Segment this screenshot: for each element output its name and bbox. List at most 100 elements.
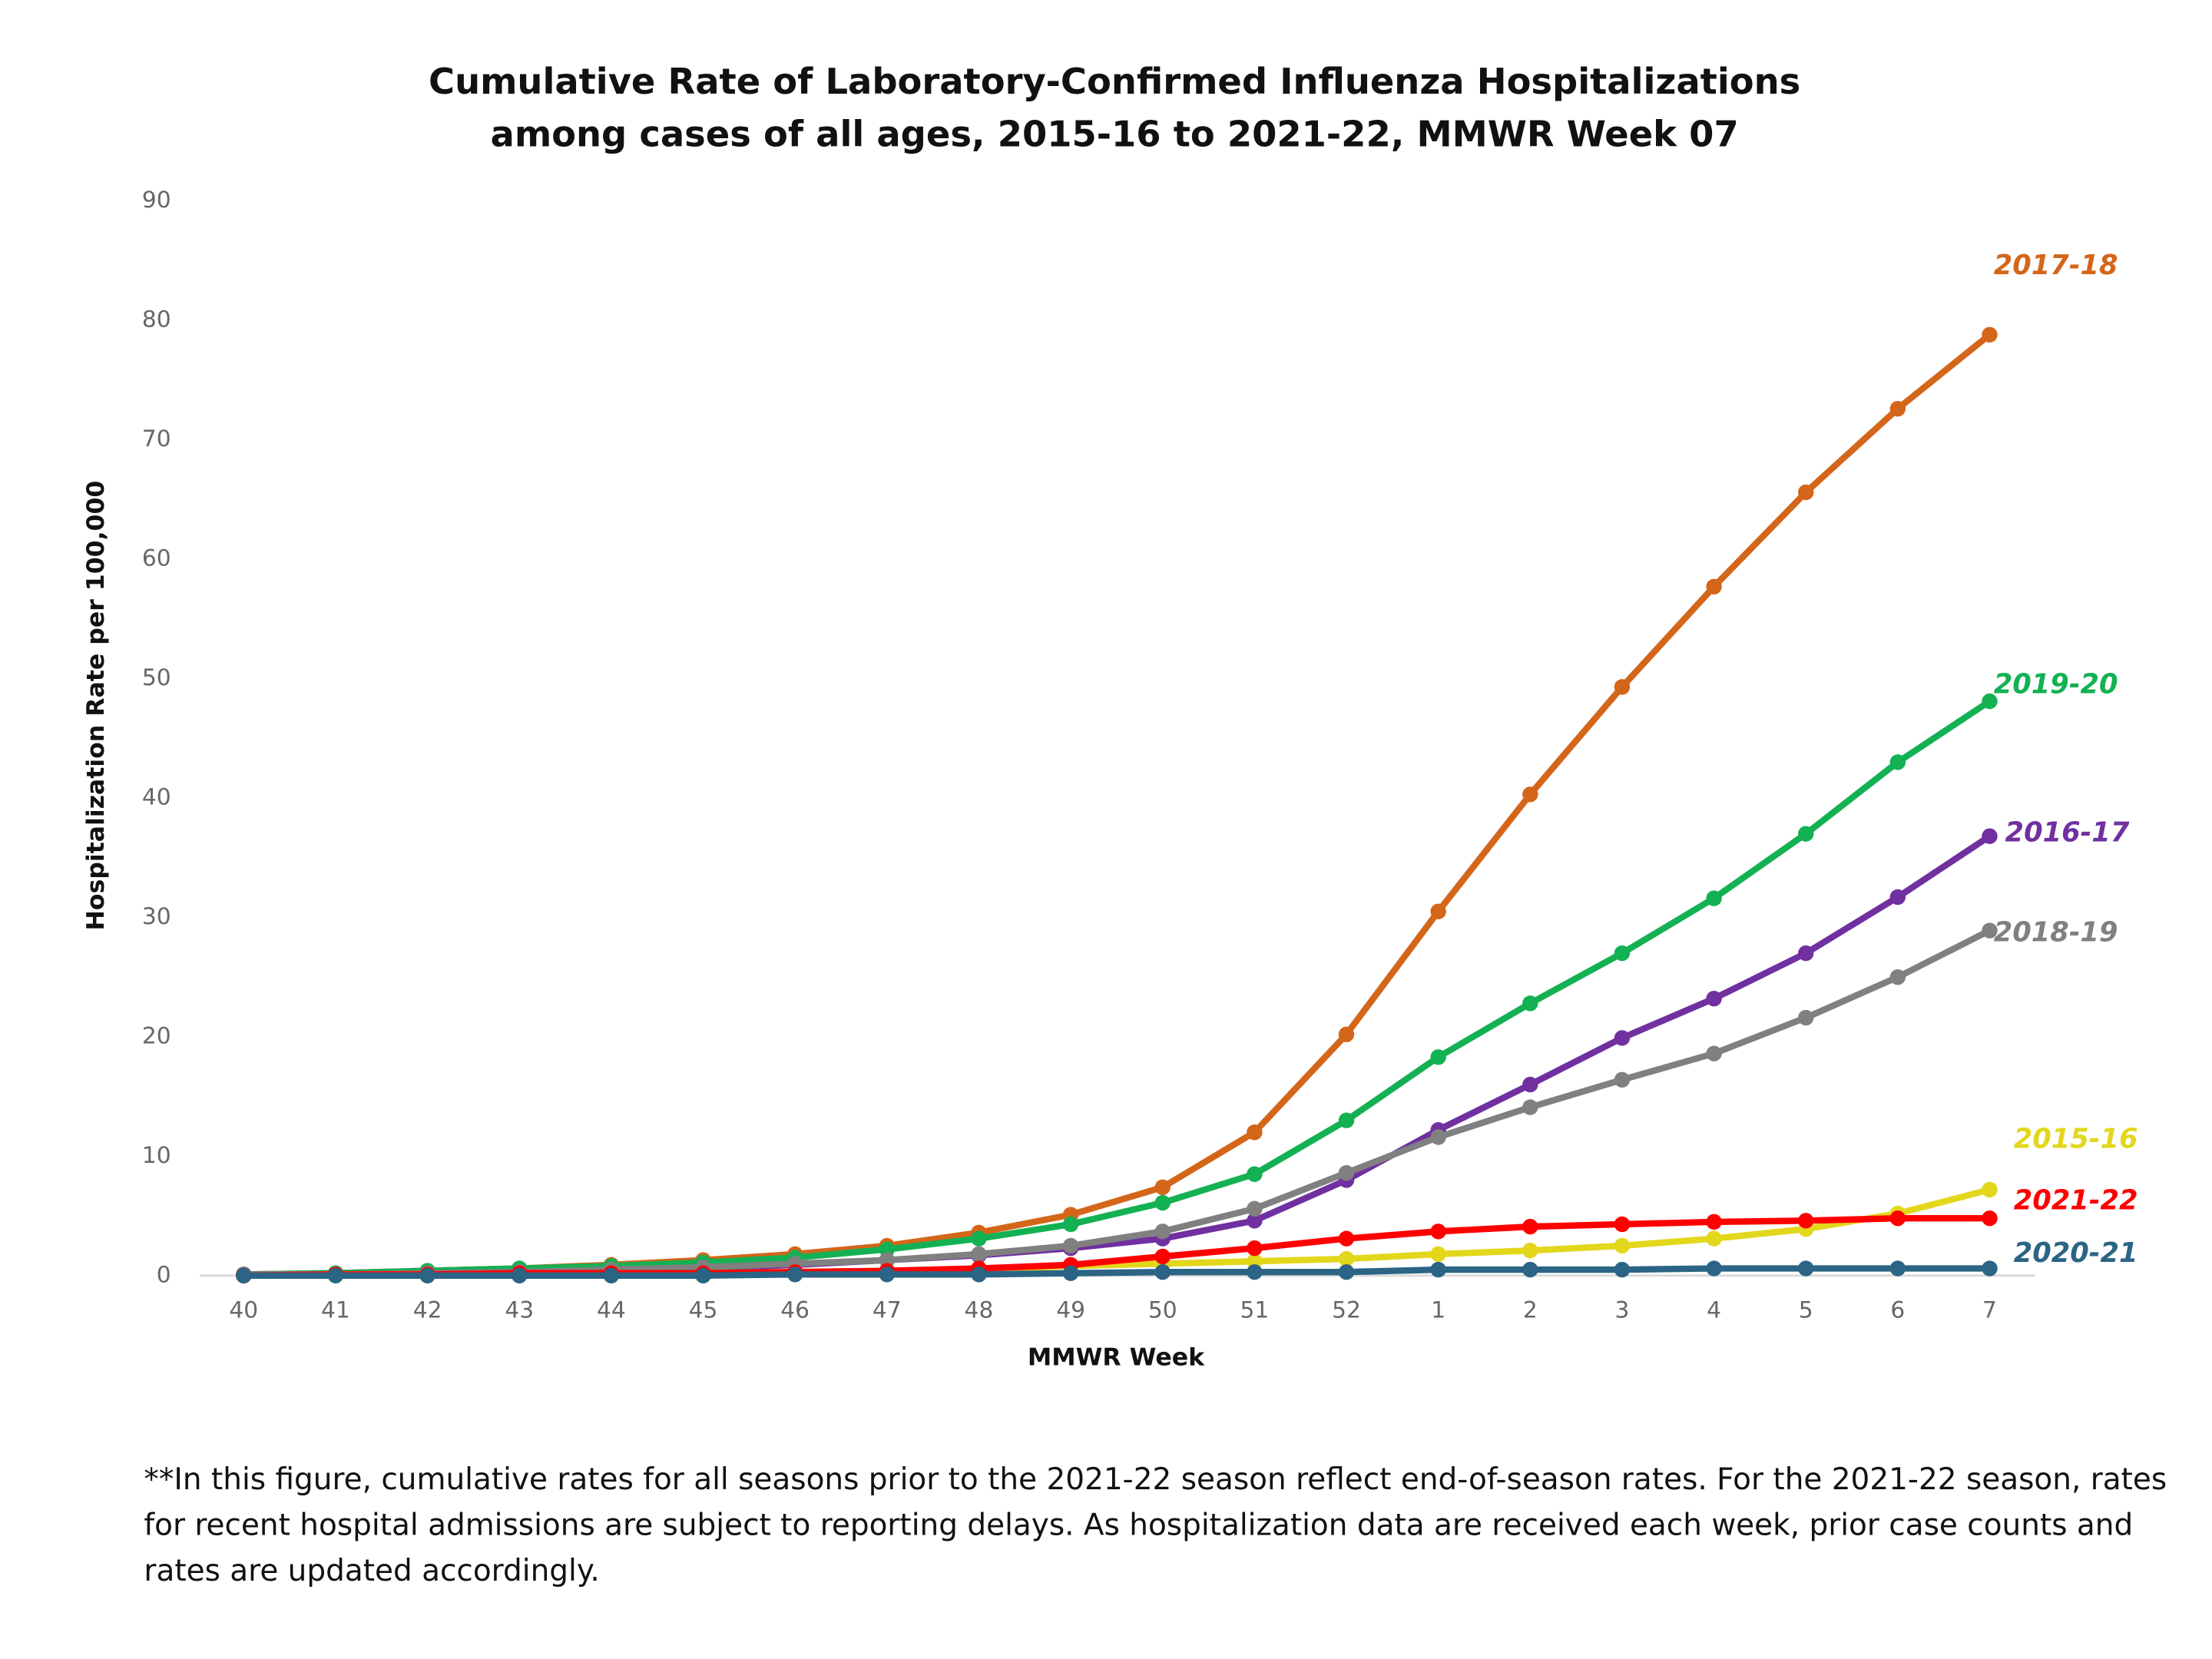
data-point <box>1522 995 1538 1012</box>
data-point <box>1706 890 1722 906</box>
data-point <box>971 1246 987 1263</box>
data-point <box>1522 1242 1538 1259</box>
data-point <box>879 1241 896 1257</box>
footnote-box: **In this figure, cumulative rates for a… <box>144 1462 2167 1588</box>
data-point <box>1430 1129 1446 1145</box>
data-point <box>879 1267 896 1283</box>
data-point <box>1338 1250 1355 1267</box>
data-point <box>1338 1026 1355 1042</box>
data-point <box>1154 1224 1171 1240</box>
data-point <box>1247 1124 1263 1141</box>
data-point <box>971 1230 987 1247</box>
x-tick-label: 7 <box>1982 1297 1997 1324</box>
x-tick-label: 47 <box>873 1297 902 1324</box>
series-label: 2019-20 <box>1994 669 2118 700</box>
data-point <box>1614 1216 1631 1233</box>
data-point <box>1522 1261 1538 1278</box>
series-label: 2021-22 <box>2014 1184 2138 1216</box>
data-point <box>1889 969 1906 985</box>
x-tick-label: 3 <box>1615 1297 1630 1324</box>
data-point <box>1614 945 1631 962</box>
data-point <box>1614 1261 1631 1278</box>
data-point <box>1247 1166 1263 1182</box>
y-tick-label: 40 <box>142 783 171 810</box>
y-tick-label: 0 <box>157 1261 171 1288</box>
data-point <box>1889 1260 1906 1277</box>
data-point <box>879 1252 896 1268</box>
data-point <box>786 1267 803 1283</box>
data-point <box>1706 1045 1722 1061</box>
data-point <box>1338 1112 1355 1128</box>
data-point <box>1430 1261 1446 1278</box>
data-point <box>1062 1216 1079 1233</box>
data-point <box>1982 1260 1998 1277</box>
data-point <box>1430 903 1446 919</box>
data-point <box>1062 1265 1079 1281</box>
data-point <box>1614 1071 1631 1088</box>
data-point <box>1062 1237 1079 1254</box>
x-tick-label: 4 <box>1707 1297 1721 1324</box>
data-point <box>603 1267 620 1284</box>
data-point <box>1522 1218 1538 1235</box>
y-axis-label: Hospitalization Rate per 100,000 <box>82 481 110 931</box>
x-tick-label: 49 <box>1056 1297 1085 1324</box>
y-tick-label: 20 <box>142 1022 171 1049</box>
data-point <box>1982 1181 1998 1198</box>
data-point <box>1154 1194 1171 1211</box>
data-point <box>1798 1260 1814 1277</box>
series-label: 2017-18 <box>1994 250 2118 281</box>
data-point <box>327 1267 344 1284</box>
y-tick-label: 30 <box>142 903 171 930</box>
y-tick-label: 50 <box>142 664 171 691</box>
x-tick-label: 41 <box>321 1297 350 1324</box>
data-point <box>1982 1210 1998 1227</box>
data-point <box>1982 693 1998 710</box>
x-tick-label: 50 <box>1148 1297 1177 1324</box>
x-tick-label: 48 <box>965 1297 994 1324</box>
series-label: 2015-16 <box>2014 1124 2138 1155</box>
x-tick-label: 6 <box>1890 1297 1905 1324</box>
x-axis-label: MMWR Week <box>1028 1343 1205 1371</box>
chart-title: among cases of all ages, 2015-16 to 2021… <box>491 114 1739 155</box>
data-point <box>1247 1240 1263 1257</box>
data-point <box>236 1267 252 1284</box>
y-tick-label: 70 <box>142 426 171 452</box>
series-line <box>243 698 1992 1278</box>
data-point <box>1889 400 1906 417</box>
data-point <box>1798 1009 1814 1026</box>
data-point <box>1522 1076 1538 1093</box>
data-point <box>1247 1213 1263 1229</box>
data-point <box>1154 1248 1171 1265</box>
data-point <box>1706 1214 1722 1230</box>
data-point <box>1247 1200 1263 1217</box>
x-tick-label: 46 <box>780 1297 810 1324</box>
data-point <box>1338 1164 1355 1181</box>
data-point <box>1614 1030 1631 1046</box>
data-point <box>1430 1049 1446 1065</box>
data-point <box>1430 1246 1446 1263</box>
data-point <box>1154 1179 1171 1195</box>
y-tick-label: 90 <box>142 187 171 214</box>
data-point <box>1430 1224 1446 1240</box>
x-tick-label: 52 <box>1332 1297 1361 1324</box>
x-tick-label: 44 <box>597 1297 626 1324</box>
data-point <box>512 1267 528 1284</box>
x-tick-label: 40 <box>229 1297 258 1324</box>
x-tick-label: 2 <box>1523 1297 1538 1324</box>
y-tick-label: 10 <box>142 1142 171 1169</box>
data-point <box>1706 1260 1722 1277</box>
data-point <box>1889 1210 1906 1227</box>
data-point <box>1614 1237 1631 1254</box>
data-point <box>1247 1263 1263 1280</box>
series-line <box>243 1265 1990 1279</box>
footnote: **In this figure, cumulative rates for a… <box>144 1462 2167 1588</box>
data-point <box>419 1267 435 1284</box>
data-point <box>1798 945 1814 962</box>
data-point <box>1154 1263 1171 1280</box>
data-point <box>1338 1263 1355 1280</box>
x-tick-label: 43 <box>505 1297 534 1324</box>
data-point <box>1889 754 1906 770</box>
data-point <box>1706 578 1722 595</box>
data-point <box>1798 484 1814 501</box>
